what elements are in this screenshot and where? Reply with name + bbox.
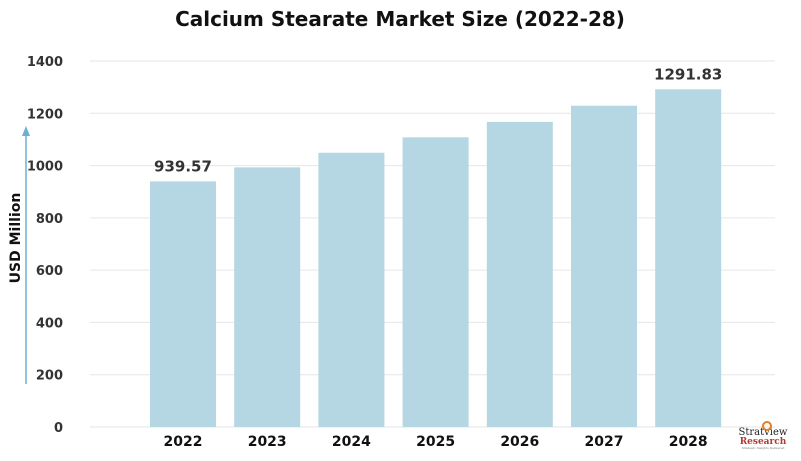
y-tick-label: 400	[36, 316, 63, 331]
logo-tagline: Strategic Insights Delivered	[741, 446, 785, 450]
x-tick-label: 2026	[500, 434, 539, 450]
bar-2022	[150, 181, 216, 427]
y-tick-label: 600	[36, 264, 63, 279]
logo-line1: Stratview	[738, 427, 788, 438]
y-tick-label: 200	[36, 369, 63, 384]
x-tick-label: 2028	[669, 434, 708, 450]
bar-2024	[318, 152, 385, 428]
x-tick-label: 2024	[332, 434, 371, 450]
y-tick-label: 1400	[27, 55, 63, 70]
data-label-2022: 939.57	[154, 157, 212, 175]
x-tick-label: 2027	[585, 434, 624, 450]
logo-mark-icon	[762, 421, 772, 431]
x-axis-ticks: 2022 2023 2024 2025 2026 2027 2028	[164, 434, 708, 450]
chart-title: Calcium Stearate Market Size (2022-28)	[175, 7, 625, 31]
bar-2027	[571, 105, 637, 427]
bars	[150, 89, 722, 428]
y-tick-label: 1000	[27, 160, 63, 175]
x-tick-label: 2023	[248, 434, 287, 450]
bar-2025	[402, 137, 469, 427]
data-labels: 939.57 1291.83	[154, 65, 722, 175]
bar-2028	[655, 89, 722, 427]
x-tick-label: 2025	[416, 434, 455, 450]
y-axis-arrow	[22, 126, 30, 384]
y-axis-ticks: 0 200 400 600 800 1000 1200 1400	[27, 55, 63, 436]
y-tick-label: 1200	[27, 107, 63, 122]
stratview-logo: Stratview Research Strategic Insights De…	[730, 421, 796, 458]
x-tick-label: 2022	[164, 434, 203, 450]
y-axis-label: USD Million	[8, 193, 24, 284]
bar-2023	[234, 167, 301, 427]
bar-2026	[486, 121, 553, 428]
y-tick-label: 0	[54, 421, 63, 436]
data-label-2028: 1291.83	[654, 65, 722, 83]
logo-line2: Research	[739, 437, 787, 447]
y-tick-label: 800	[36, 212, 63, 227]
